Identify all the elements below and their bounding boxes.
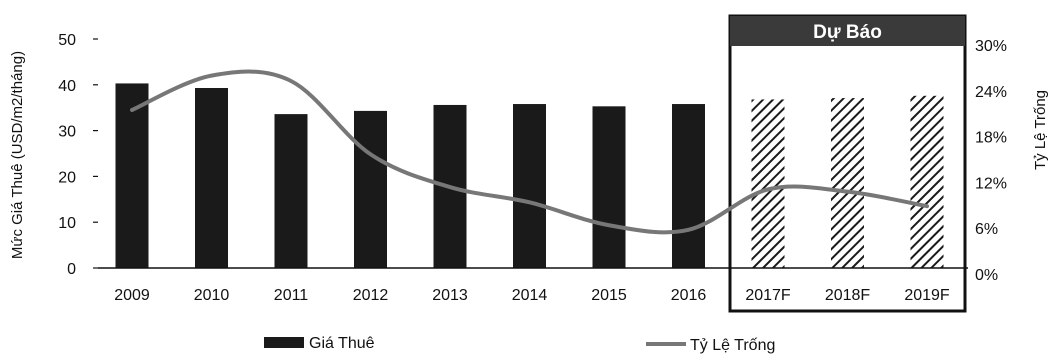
bar-2017F (751, 99, 785, 269)
y2-tick-label: 0% (975, 267, 998, 284)
x-tick-label-2010: 2010 (194, 287, 230, 304)
y2-tick-label: 30% (975, 38, 1007, 55)
axes: 0 10 20 30 40 50 0% 6% 12% 18% 24% 30% 2009 2010 201… (58, 32, 1007, 304)
forecast-region: Dự Báo (728, 14, 967, 313)
x-tick-label-2016: 2016 (671, 287, 707, 304)
y-axis-title: Mức Giá Thuê (USD/m2/tháng) (9, 51, 26, 259)
bar-2018F (831, 98, 864, 268)
bar-2015 (592, 106, 626, 269)
y2-tick-label: 24% (975, 84, 1007, 101)
y2-tick-label: 6% (975, 221, 998, 238)
x-tick-label-2013: 2013 (432, 287, 468, 304)
y2-axis-ticks: 0% 6% 12% 18% 24% 30% (975, 38, 1007, 284)
forecast-title: Dự Báo (813, 22, 882, 43)
x-tick-label-2019F: 2019F (904, 287, 950, 304)
forecast-header (730, 16, 965, 46)
y-tick-label: 40 (58, 78, 76, 95)
y-tick-label: 10 (58, 215, 76, 232)
bar-series (115, 83, 944, 269)
x-tick-label-2009: 2009 (114, 287, 150, 304)
legend-swatch-gia-thue (264, 337, 304, 348)
x-axis-ticks: 2009 2010 2011 2012 2013 2014 2015 2016 2017F 201… (114, 287, 950, 304)
line-series-tyle-trong (130, 69, 929, 235)
bar-2012 (354, 110, 387, 268)
y-tick-label: 50 (58, 32, 76, 49)
bar-2014 (513, 104, 546, 268)
x-tick-label-2017F: 2017F (745, 287, 791, 304)
x-tick-label-2018F: 2018F (825, 287, 871, 304)
y-axis-ticks: 0 10 20 30 40 50 (58, 32, 98, 278)
legend-label-ty-le-trong: Tỷ Lệ Trống (690, 337, 775, 354)
x-tick-label-2012: 2012 (353, 287, 389, 304)
y2-tick-label: 12% (975, 175, 1007, 192)
x-tick-label-2015: 2015 (591, 287, 627, 304)
y-tick-label: 30 (58, 124, 76, 141)
bar-2011 (274, 114, 308, 268)
x-tick-label-2011: 2011 (274, 287, 309, 304)
bar-2009 (115, 83, 149, 269)
legend-label-gia-thue: Giá Thuê (309, 335, 375, 352)
legend: Giá Thuê Tỷ Lệ Trống (264, 335, 775, 354)
bar-2019F (910, 95, 944, 269)
y2-tick-label: 18% (975, 130, 1007, 147)
bar-2016 (672, 104, 705, 268)
y-tick-label: 0 (67, 261, 76, 278)
x-tick-label-2014: 2014 (512, 287, 548, 304)
bar-2010 (195, 88, 228, 268)
y2-axis-title: Tỷ Lệ Trống (1032, 90, 1049, 170)
y-tick-label: 20 (58, 169, 76, 186)
